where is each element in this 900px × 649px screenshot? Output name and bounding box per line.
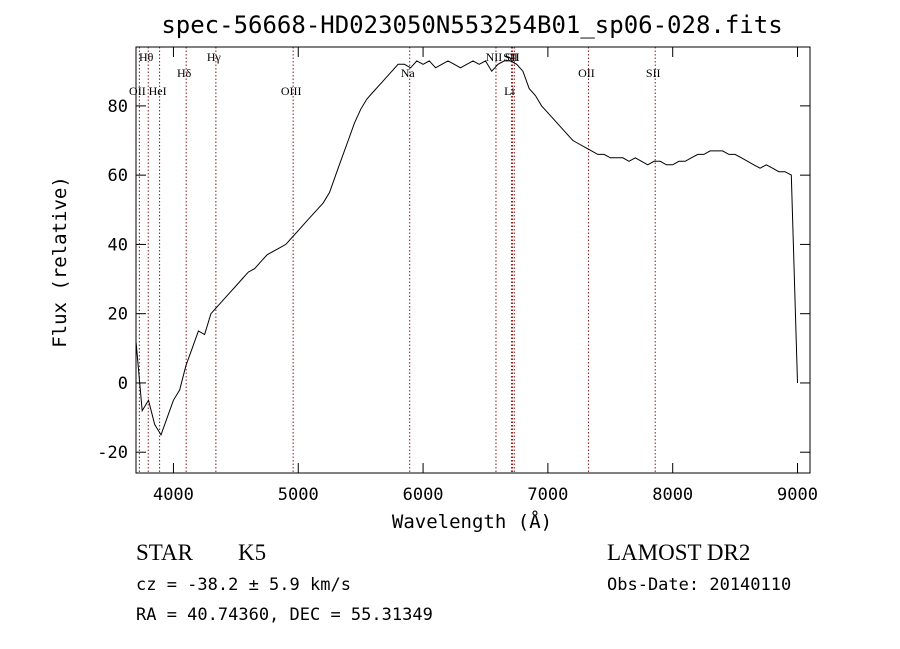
coordinates: RA = 40.74360, DEC = 55.31349 (136, 605, 433, 625)
line-label-4: Hγ (207, 50, 222, 64)
x-axis-ticks: 4000 5000 6000 7000 8000 9000 (153, 47, 818, 505)
line-label-3: Hδ (177, 66, 192, 80)
x-tick-label: 7000 (527, 485, 568, 505)
spectrum-line (135, 60, 798, 437)
line-label-12: SII (646, 66, 661, 80)
y-axis-label: Flux (relative) (49, 176, 71, 348)
line-label-9: Li (504, 84, 515, 98)
x-tick-label: 6000 (403, 485, 444, 505)
cz-value: cz = -38.2 ± 5.9 km/s (136, 575, 351, 595)
y-tick-label: 40 (108, 235, 128, 255)
line-label-1: OII (129, 84, 146, 98)
x-tick-label: 4000 (153, 485, 194, 505)
survey-name: LAMOST DR2 (607, 540, 750, 565)
plot-frame (135, 46, 811, 474)
x-tick-label: 5000 (278, 485, 319, 505)
line-label-6: Na (401, 66, 416, 80)
object-subclass: K5 (238, 540, 266, 565)
x-tick-label: 8000 (652, 485, 693, 505)
spectral-line-markers (138, 47, 656, 473)
line-label-7: NII (486, 50, 503, 64)
line-label-5: OIII (281, 84, 302, 98)
y-tick-label: 0 (118, 374, 128, 394)
y-tick-label: 80 (108, 97, 128, 117)
line-label-0: Hθ (139, 50, 154, 64)
obs-date: Obs-Date: 20140110 (607, 575, 791, 595)
line-label-11: OII (578, 66, 595, 80)
object-class: STAR (136, 540, 194, 565)
x-axis-label: Wavelength (Å) (392, 510, 552, 533)
y-tick-label: 20 (108, 305, 128, 325)
line-label-2: HeI (149, 84, 167, 98)
y-tick-label: 60 (108, 166, 128, 186)
y-tick-label: -20 (97, 443, 128, 463)
chart-title: spec-56668-HD023050N553254B01_sp06-028.f… (161, 11, 782, 39)
x-tick-label: 9000 (777, 485, 818, 505)
y-axis-ticks: -20 0 20 40 60 80 (97, 97, 810, 463)
